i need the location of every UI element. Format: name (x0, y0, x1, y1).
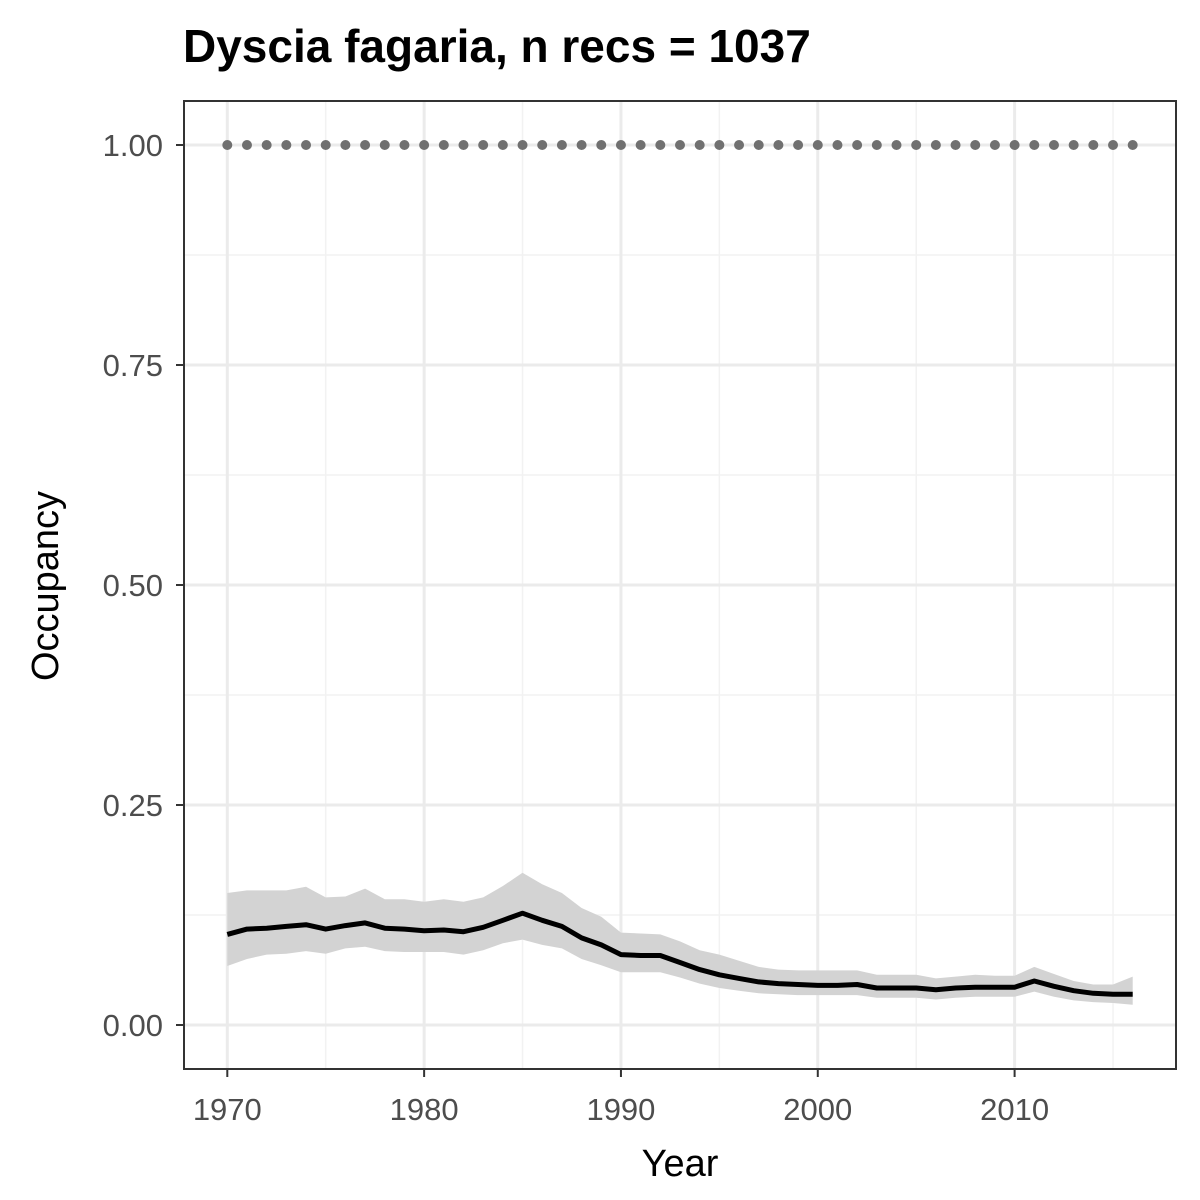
reference-point (1127, 140, 1138, 150)
y-axis: 0.00 0.25 0.50 0.75 1.00 (103, 128, 184, 1043)
reference-point (1088, 140, 1099, 150)
reference-point (655, 140, 666, 150)
y-tick-label: 1.00 (103, 128, 163, 163)
reference-point (1108, 140, 1119, 150)
reference-point (281, 140, 292, 150)
chart-title: Dyscia fagaria, n recs = 1037 (183, 20, 811, 72)
reference-point (438, 140, 449, 150)
x-tick-label: 1980 (390, 1092, 459, 1127)
reference-point (1029, 140, 1040, 150)
reference-point (379, 140, 390, 150)
reference-points-layer (222, 140, 1138, 150)
x-tick-label: 2010 (980, 1092, 1049, 1127)
reference-point (635, 140, 646, 150)
reference-point (675, 140, 685, 150)
confidence-ribbon-layer (227, 872, 1133, 1005)
reference-point (911, 140, 922, 150)
reference-point (320, 140, 331, 150)
x-tick-label: 1970 (193, 1092, 262, 1127)
y-tick-label: 0.00 (103, 1008, 163, 1043)
reference-point (1048, 140, 1059, 150)
reference-point (596, 140, 607, 150)
reference-point (773, 140, 784, 150)
reference-point (930, 140, 941, 150)
reference-point (576, 140, 587, 150)
reference-point (478, 140, 489, 150)
reference-point (970, 140, 981, 150)
confidence-ribbon (227, 872, 1133, 1005)
reference-point (419, 140, 430, 150)
reference-point (261, 140, 272, 150)
reference-point (497, 140, 508, 150)
reference-point (694, 140, 705, 150)
reference-point (340, 140, 351, 150)
x-tick-label: 1990 (586, 1092, 655, 1127)
y-tick-label: 0.75 (103, 348, 163, 383)
reference-point (734, 140, 745, 150)
reference-point (989, 140, 1000, 150)
reference-point (399, 140, 410, 150)
reference-point (753, 140, 764, 150)
x-axis-title: Year (642, 1143, 719, 1185)
y-tick-label: 0.50 (103, 568, 163, 603)
reference-point (615, 140, 626, 150)
y-tick-label: 0.25 (103, 788, 163, 823)
reference-point (241, 140, 252, 150)
reference-point (1009, 140, 1020, 150)
mean-line-layer (226, 910, 1133, 997)
reference-point (891, 140, 902, 150)
mean-occupancy-line (226, 910, 1133, 997)
y-axis-title: Occupancy (25, 491, 67, 681)
reference-point (301, 140, 312, 150)
reference-point (517, 140, 528, 150)
reference-point (852, 140, 863, 150)
reference-point (556, 140, 567, 150)
reference-point (360, 140, 371, 150)
reference-point (793, 140, 804, 150)
reference-point (537, 140, 548, 150)
reference-point (950, 140, 961, 150)
x-tick-label: 2000 (783, 1092, 852, 1127)
reference-point (832, 140, 843, 150)
reference-point (812, 140, 823, 150)
reference-point (458, 140, 469, 150)
reference-point (714, 140, 725, 150)
reference-point (1068, 140, 1079, 150)
reference-point (222, 140, 233, 150)
reference-point (871, 140, 882, 150)
x-axis: 1970 1980 1990 2000 2010 (193, 1069, 1049, 1127)
